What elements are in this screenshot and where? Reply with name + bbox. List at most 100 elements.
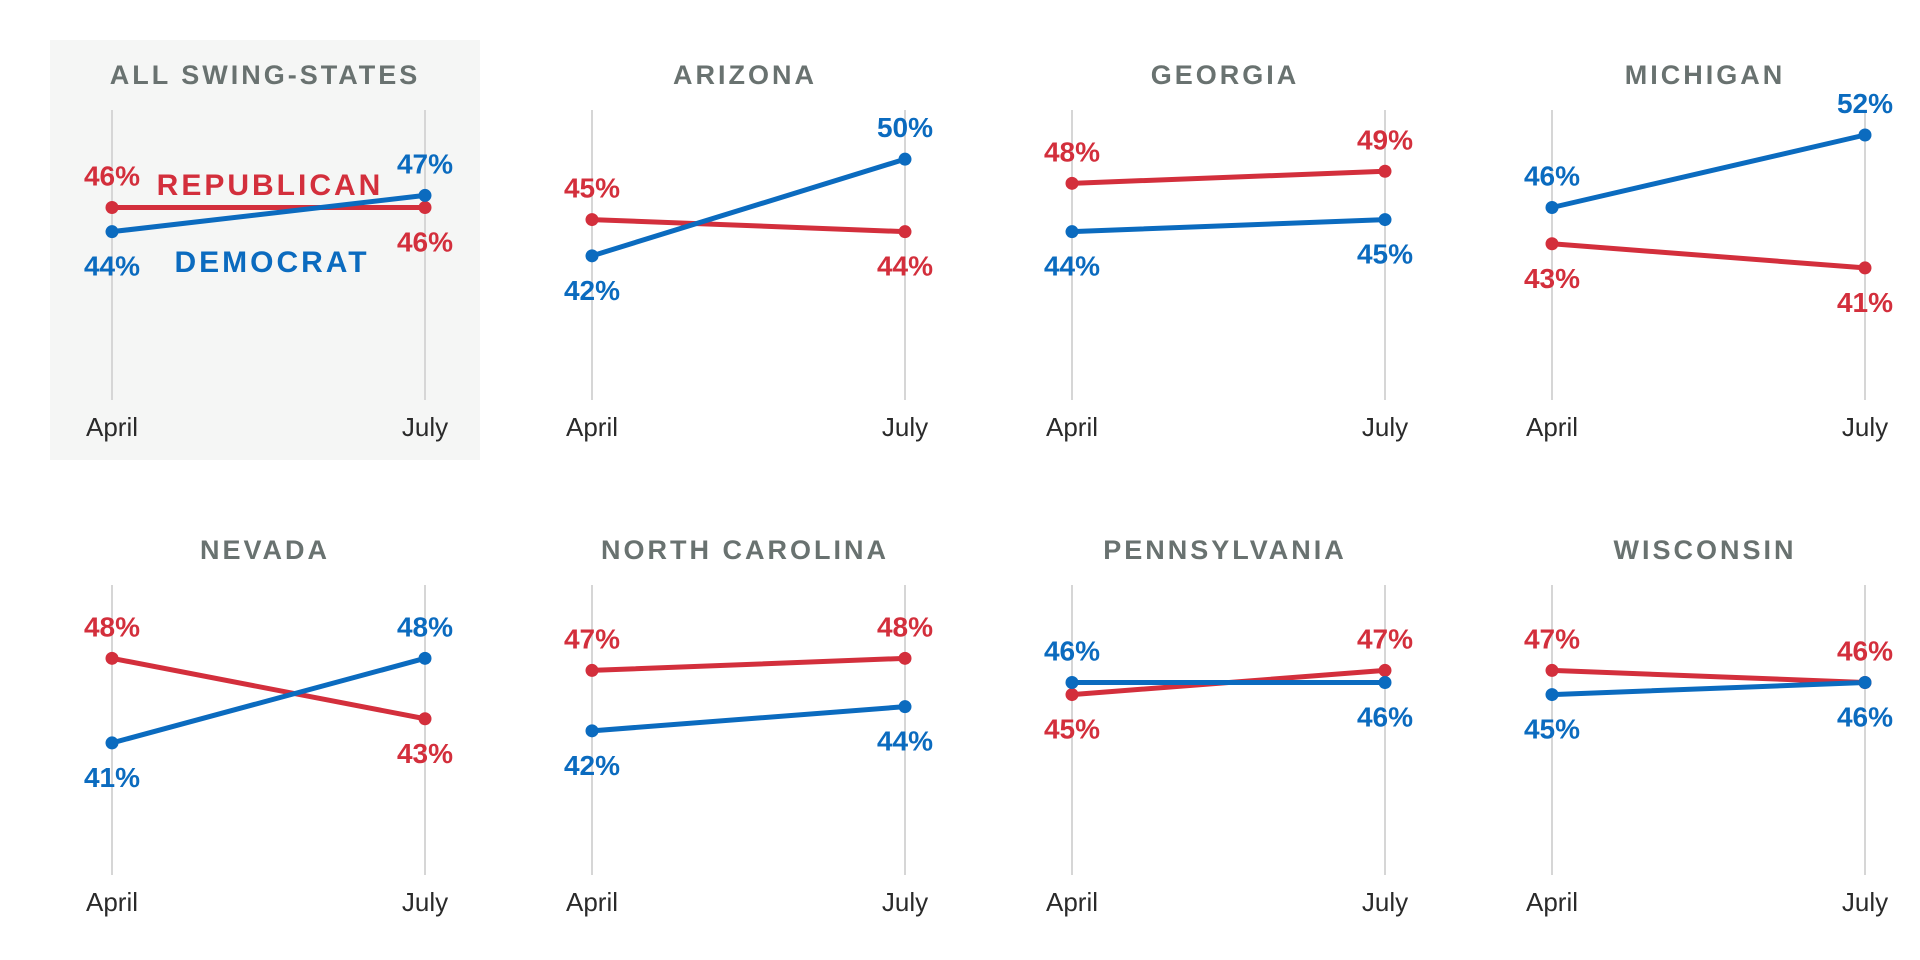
democrat-line [589,704,908,734]
democrat-value-label: 46% [1524,161,1580,192]
democrat-value-label: 44% [1044,251,1100,282]
republican-value-label: 48% [1044,136,1100,167]
democrat-line [1069,217,1388,235]
democrat-value-label: 48% [397,611,453,642]
republican-point-july [1378,164,1392,178]
x-tick-label: July [882,412,928,442]
line-chart-svg: April July 47% 45% 46% 46% [1524,585,1893,917]
chart-title: ALL SWING-STATES [109,60,421,90]
line-chart-svg: April July 47% 42% 48% 44% [564,585,933,917]
republican-value-label: 48% [84,611,140,642]
republican-point-april [1065,688,1079,702]
democrat-point-april [1065,676,1079,689]
line-chart-svg: April July 48% 41% 43% 48% [84,585,453,917]
x-tick-label: April [566,887,618,917]
democrat-value-label: 46% [1837,702,1893,733]
republican-point-july [1858,261,1872,275]
chart-title: GEORGIA [1150,60,1300,90]
republican-point-april [1545,663,1559,677]
chart-title: NEVADA [199,535,330,565]
democrat-point-april [1545,201,1559,214]
republican-point-april [585,663,599,677]
democrat-line [589,156,908,259]
republican-line [1549,667,1868,685]
republican-value-label: 46% [1837,636,1893,667]
republican-point-july [1378,663,1392,677]
x-tick-label: April [1046,887,1098,917]
republican-point-april [105,651,119,665]
democrat-point-july [418,188,432,202]
democrat-value-label: 42% [564,750,620,781]
republican-value-label: 47% [1357,623,1413,654]
republican-point-april [1065,176,1079,190]
chart-panel-michigan: MICHIGAN April July 43% 46% 41% 52% [1490,40,1920,460]
republican-value-label: 46% [84,161,140,192]
republican-point-july [898,651,912,665]
republican-point-july [418,712,432,726]
chart-title: WISCONSIN [1613,535,1797,565]
republican-value-label: 41% [1837,287,1893,318]
republican-value-label: 48% [877,611,933,642]
line-chart-svg: April July 45% 46% 47% 46% [1044,585,1413,917]
republican-value-label: 47% [1524,623,1580,654]
x-tick-label: April [566,412,618,442]
republican-line [1549,241,1868,271]
highlight-background [50,40,480,460]
democrat-value-label: 46% [1357,702,1413,733]
chart-title: MICHIGAN [1624,60,1786,90]
democrat-value-label: 41% [84,762,140,793]
republican-point-april [585,213,599,227]
republican-value-label: 45% [564,173,620,204]
democrat-point-july [1858,676,1872,689]
chart-panel-pennsylvania: PENNSYLVANIA April July 45% 46% 47% 46% [1010,515,1440,935]
republican-line [1069,168,1388,186]
chart-title: ARIZONA [673,60,817,90]
x-tick-label: July [1842,887,1888,917]
republican-point-april [1545,237,1559,251]
democrat-point-july [1858,128,1872,142]
democrat-line [109,655,428,746]
x-tick-label: April [1526,412,1578,442]
democrat-point-july [898,700,912,714]
x-tick-label: July [402,412,448,442]
democrat-point-april [105,225,119,239]
chart-panel-georgia: GEORGIA April July 48% 44% 49% 45% [1010,40,1440,460]
chart-title: NORTH CAROLINA [601,535,889,565]
republican-value-label: 44% [877,251,933,282]
line-chart-svg: April July 45% 42% 44% 50% [564,110,933,442]
x-tick-label: July [882,887,928,917]
democrat-value-label: 44% [877,726,933,757]
x-tick-label: July [402,887,448,917]
democrat-point-july [1378,213,1392,227]
republican-value-label: 45% [1044,714,1100,745]
democrat-line [1549,680,1868,698]
republican-point-april [105,201,119,214]
democrat-value-label: 42% [564,275,620,306]
republican-value-label: 43% [397,738,453,769]
democrat-value-label: 47% [397,148,453,179]
democrat-value-label: 45% [1524,714,1580,745]
republican-value-label: 49% [1357,124,1413,155]
chart-panel-arizona: ARIZONA April July 45% 42% 44% 50% [530,40,960,460]
legend-republican: REPUBLICAN [157,169,384,202]
line-chart-svg: April July 43% 46% 41% 52% [1524,88,1893,442]
democrat-value-label: 45% [1357,239,1413,270]
line-chart-svg: April July 46% 44% 46% 47% REPUBLICAN DEMOCRAT [84,110,453,442]
democrat-point-july [898,152,912,166]
democrat-point-april [105,736,119,750]
x-tick-label: April [1526,887,1578,917]
republican-point-july [898,225,912,239]
x-tick-label: April [1046,412,1098,442]
democrat-value-label: 44% [84,251,140,282]
legend-democrat: DEMOCRAT [174,246,369,279]
democrat-point-april [585,724,599,738]
republican-value-label: 43% [1524,263,1580,294]
democrat-point-april [1065,225,1079,239]
democrat-point-july [418,651,432,665]
democrat-line [1549,132,1868,210]
x-tick-label: April [86,412,138,442]
republican-value-label: 47% [564,623,620,654]
republican-point-july [418,201,432,214]
republican-line [589,217,908,235]
